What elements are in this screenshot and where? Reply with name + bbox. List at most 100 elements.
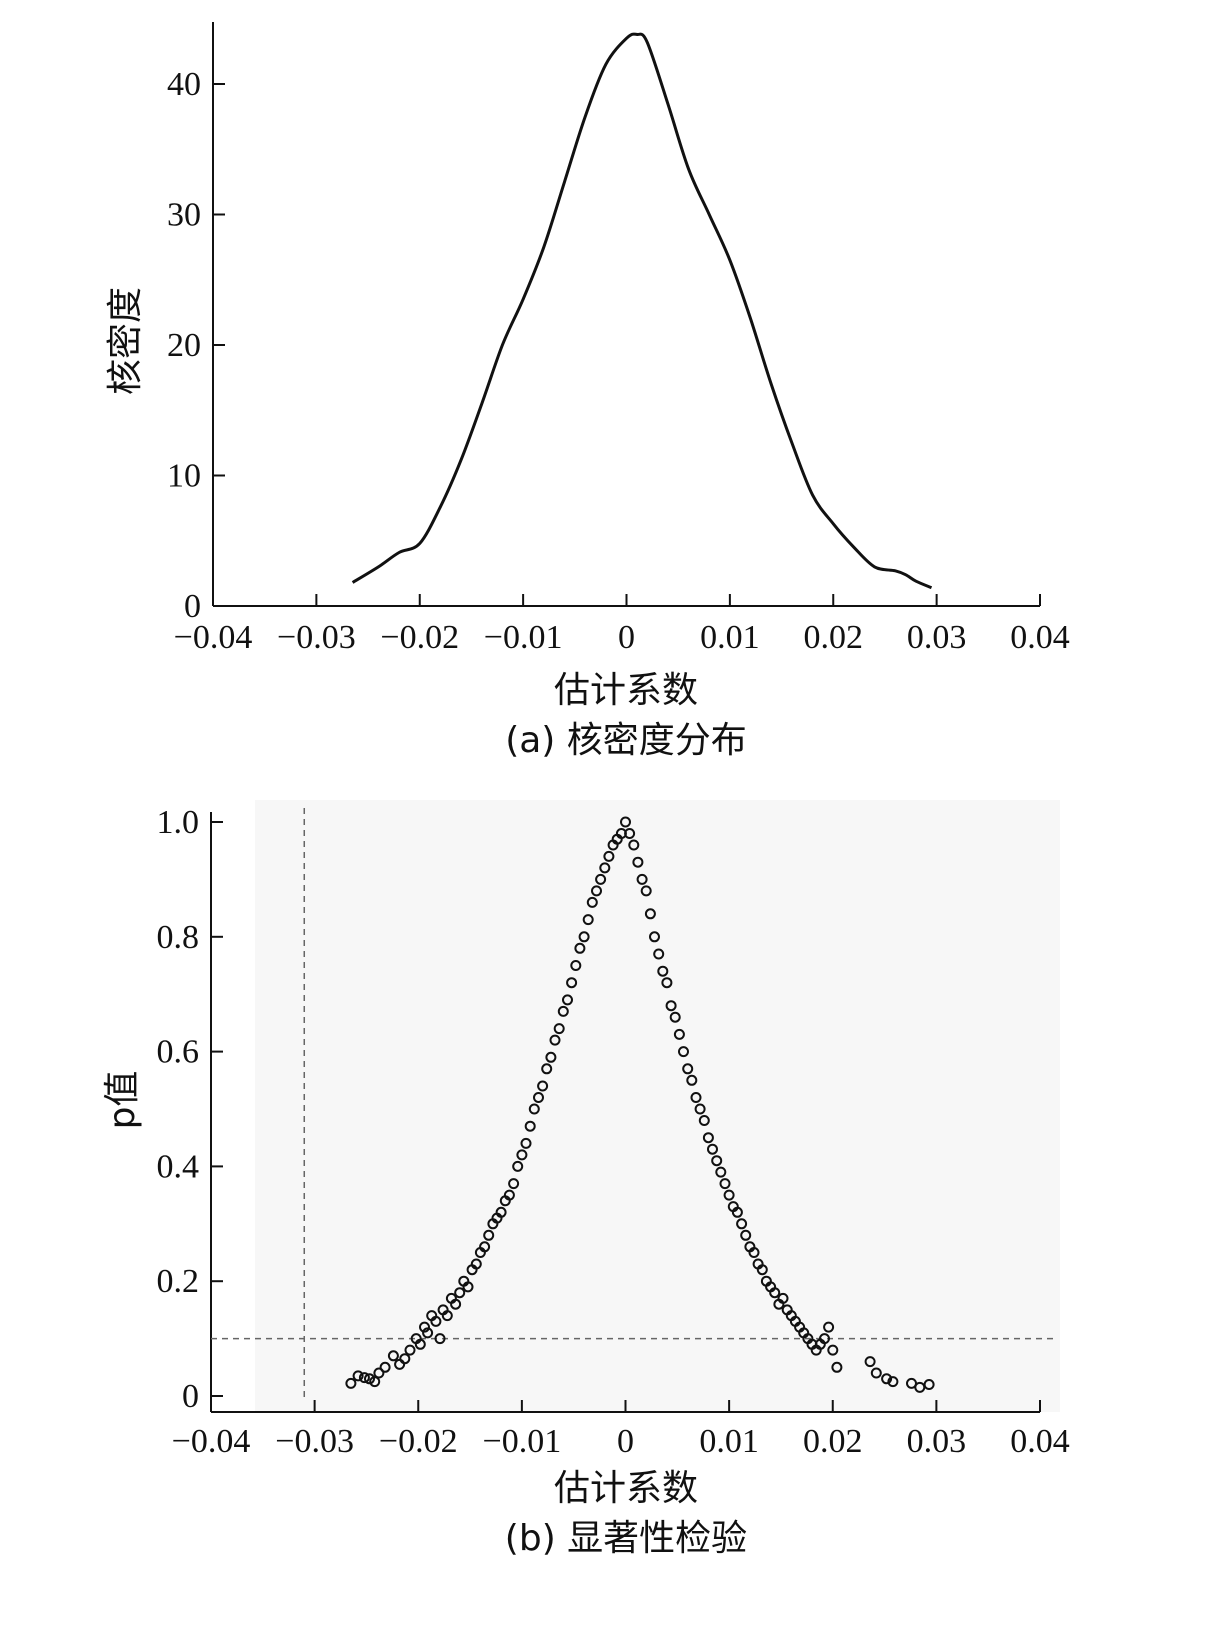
scatter-point [748,1247,760,1258]
scatter-point [352,1370,364,1382]
scatter-point [379,1361,391,1373]
scatter-point [422,1327,434,1339]
scatter-point [553,1023,565,1035]
x-tick-label: −0.04 [174,619,253,656]
scatter-point [649,931,660,943]
scatter-point [591,885,602,897]
scatter-point [620,816,631,828]
scatter-point [632,856,644,868]
y-tick-label: 30 [167,197,201,234]
scatter-point [524,1120,536,1132]
y-tick-label: 10 [167,458,201,495]
scatter-point [819,1333,830,1345]
scatter-point [731,1206,743,1218]
panel-caption: (b) 显著性检验 [505,1518,747,1559]
x-axis-title: 估计系数 [554,1468,698,1509]
scatter-point [906,1377,917,1389]
plot-background [255,800,1060,1412]
scatter-point [682,1063,694,1075]
x-tick-label: 0.01 [699,1423,759,1460]
scatter-point [603,850,615,862]
scatter-point [450,1298,462,1310]
scatter-point [881,1373,893,1385]
scatter-point [586,896,598,908]
x-tick-label: 0.03 [907,619,967,656]
x-tick-label: 0 [617,1423,634,1460]
y-tick-label: 40 [167,66,201,103]
x-tick-label: 0.02 [803,1423,863,1460]
scatter-point [595,873,607,885]
scatter-point [686,1074,698,1086]
y-tick-label: 1.0 [157,804,200,841]
scatter-point [914,1381,926,1393]
scatter-point [404,1344,416,1356]
scatter-point [373,1367,385,1379]
scatter-point [694,1103,706,1115]
scatter-point [528,1103,540,1115]
scatter-point [495,1206,507,1218]
y-tick-label: 0 [184,588,201,625]
scatter-point [599,862,611,874]
scatter-point [430,1315,442,1327]
scatter-point [582,914,594,926]
y-tick-label: 0.8 [157,919,200,956]
x-tick-label: −0.03 [275,1423,354,1460]
scatter-point [653,948,665,960]
x-axis-title: 估计系数 [554,670,698,711]
scatter-point [711,1155,723,1167]
y-axis-title: p值 [102,1071,143,1130]
scatter-point [624,828,636,839]
scatter-point [831,1361,843,1373]
scatter-point [419,1321,430,1333]
scatter-point [661,977,673,989]
x-tick-label: 0.04 [1010,1423,1070,1460]
scatter-point [669,1011,681,1023]
scatter-point [399,1353,411,1365]
scatter-point [707,1143,718,1155]
x-tick-label: −0.01 [484,619,563,656]
x-tick-label: −0.01 [483,1423,562,1460]
scatter-point [387,1350,399,1362]
kernel-density-chart-svg: −0.04 −0.03 −0.02 −0.01 0 0.01 0.02 0.03 0.04 0 10… [105,22,1070,761]
significance-test-chart-svg: −0.04 −0.03 −0.02 −0.01 0 0.01 0.02 0.03 0.04 0 0.… [102,800,1070,1559]
scatter-point [665,1000,677,1012]
scatter-points [345,816,935,1393]
y-tick-label: 0.2 [157,1263,200,1300]
scatter-point [698,1115,710,1126]
kernel-density-chart: −0.04 −0.03 −0.02 −0.01 0 0.01 0.02 0.03 0.04 0 10… [0,0,1213,800]
scatter-point [864,1356,876,1368]
scatter-point [470,1258,482,1270]
x-tick-label: 0.02 [804,619,864,656]
scatter-point [545,1051,557,1063]
scatter-point [508,1178,520,1190]
scatter-point [434,1333,446,1345]
scatter-point [923,1379,935,1390]
x-tick-label: −0.02 [379,1423,458,1460]
scatter-point [479,1241,491,1253]
x-tick-label: −0.02 [380,619,459,656]
axis-ticks: −0.04 −0.03 −0.02 −0.01 0 0.01 0.02 0.03 0.04 0 10… [167,66,1070,656]
x-tick-label: 0.01 [700,619,760,656]
scatter-point [516,1149,528,1161]
y-tick-label: 20 [167,327,201,364]
scatter-point [503,1189,515,1201]
x-tick-label: 0.04 [1010,619,1070,656]
scatter-point [578,931,590,943]
scatter-point [702,1132,714,1144]
scatter-point [369,1376,381,1388]
scatter-point [570,960,582,971]
x-tick-label: 0 [618,619,635,656]
x-tick-label: 0.03 [907,1423,967,1460]
y-tick-label: 0 [182,1378,199,1415]
scatter-point [533,1092,544,1103]
scatter-point [827,1344,839,1356]
density-curve [351,32,933,590]
scatter-point [462,1281,474,1293]
scatter-point [628,839,640,851]
scatter-point [715,1166,727,1178]
scatter-point [736,1218,748,1230]
scatter-point [678,1046,689,1058]
scatter-point [740,1229,752,1241]
scatter-point [756,1264,768,1276]
scatter-point [673,1028,685,1040]
